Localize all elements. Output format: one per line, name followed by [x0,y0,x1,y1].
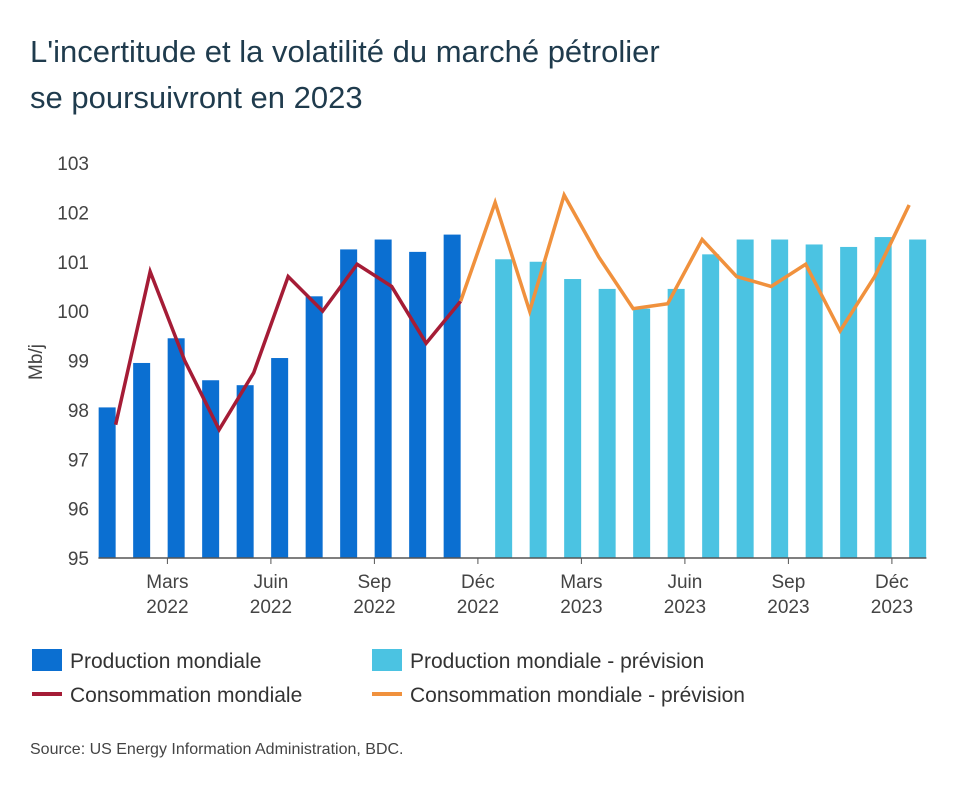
y-tick-label: 99 [68,352,89,373]
bar [874,237,892,558]
bar [736,239,754,558]
x-tick-label: 2023 [560,597,602,618]
legend-swatch [372,649,402,671]
bar [909,239,927,558]
x-tick-label: 2022 [250,597,292,618]
y-tick-label: 97 [68,450,89,471]
bar [840,246,858,558]
x-tick-label: 2022 [353,597,395,618]
y-tick-label: 103 [57,154,89,175]
legend-label: Consommation mondiale - prévision [410,684,745,707]
x-tick-label: 2022 [146,597,188,618]
bar [409,251,427,558]
legend-swatch [32,649,62,671]
x-tick-label: Déc [875,572,909,593]
bar [374,239,392,558]
y-tick-label: 95 [68,549,89,570]
bar [667,288,685,558]
bar [805,244,823,558]
source: Source: US Energy Information Administra… [30,741,404,758]
y-tick-label: 100 [57,302,89,323]
bar [529,261,547,558]
y-tick-label: 101 [57,253,89,274]
legend-label: Consommation mondiale [70,684,302,707]
bar [271,358,289,558]
bar [133,362,151,558]
x-tick-label: 2023 [767,597,809,618]
chart-title: L'incertitude et la volatilité du marché… [30,34,660,69]
bar [167,338,185,558]
bar [340,249,358,558]
y-tick-label: 96 [68,500,89,521]
bar [495,259,513,558]
bar [633,308,651,558]
legend: Production mondiale Production mondiale … [32,649,745,707]
y-tick-label: 102 [57,203,89,224]
y-axis-label: Mb/j [26,344,47,380]
bar [443,234,461,558]
bar [236,385,254,558]
bar [564,279,582,558]
legend-label: Production mondiale - prévision [410,650,704,673]
line [113,261,463,434]
chart-title: se poursuivront en 2023 [30,80,363,115]
bar [305,296,323,558]
bar [771,239,789,558]
line [458,190,911,335]
x-tick-label: Juin [253,572,288,593]
x-tick-label: Mars [560,572,602,593]
y-tick-label: 98 [68,401,89,422]
x-tick-label: 2023 [871,597,913,618]
legend-label: Production mondiale [70,650,261,673]
bar [202,380,220,558]
x-tick-label: Juin [667,572,702,593]
bar [98,407,116,558]
x-tick-label: Sep [357,572,391,593]
bar [598,288,616,558]
x-tick-label: Mars [146,572,188,593]
x-tick-label: 2023 [664,597,706,618]
bar [702,254,720,558]
x-tick-label: Sep [771,572,805,593]
x-tick-label: 2022 [457,597,499,618]
x-tick-label: Déc [461,572,495,593]
